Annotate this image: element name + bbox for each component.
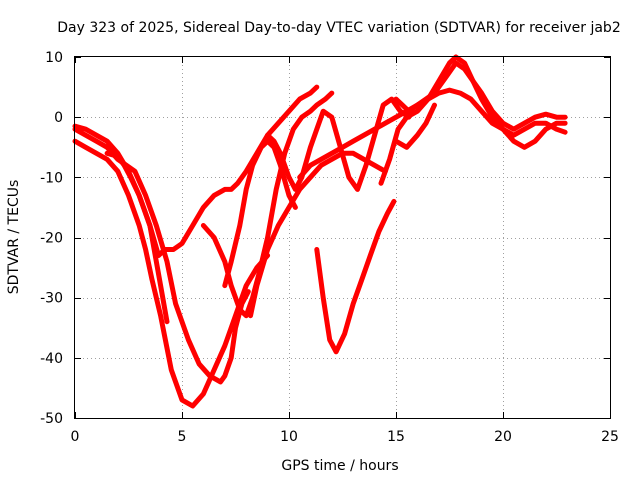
series-track-2 [72, 138, 271, 409]
y-axis-label: SDTVAR / TECUs [6, 180, 22, 295]
series-track-12 [393, 60, 568, 132]
series-track-6 [222, 138, 298, 289]
x-tick-label: 10 [280, 429, 298, 445]
series-track-4 [104, 150, 170, 325]
x-tick-label: 25 [601, 429, 619, 445]
y-tick-label: 10 [45, 50, 63, 66]
series-track-13 [393, 102, 437, 150]
x-tick-label: 20 [494, 429, 512, 445]
series-track-3 [72, 126, 251, 385]
tick-layer [75, 57, 611, 419]
series-layer [72, 54, 568, 409]
y-tick-label: 0 [54, 110, 63, 126]
y-tick-label: -40 [40, 351, 63, 367]
series-track-5 [200, 90, 335, 319]
series-track-11 [378, 54, 568, 186]
x-axis-label: GPS time / hours [281, 458, 398, 474]
y-tick-label: -10 [40, 170, 63, 186]
y-tick-label: -30 [40, 291, 63, 307]
x-tick-label: 15 [387, 429, 405, 445]
plot-frame [74, 56, 611, 419]
chart-title: Day 323 of 2025, Sidereal Day-to-day VTE… [57, 20, 620, 36]
series-track-7 [248, 150, 388, 319]
series-track-10 [314, 198, 397, 355]
x-tick-label: 0 [71, 429, 80, 445]
series-track-9 [297, 87, 568, 180]
label-layer: 0 5 10 15 20 25 -50 -40 -30 -20 -10 0 10 [40, 50, 619, 445]
x-tick-label: 5 [178, 429, 187, 445]
y-tick-label: -20 [40, 231, 63, 247]
y-tick-label: -50 [40, 411, 63, 427]
series-track-8 [265, 96, 412, 192]
